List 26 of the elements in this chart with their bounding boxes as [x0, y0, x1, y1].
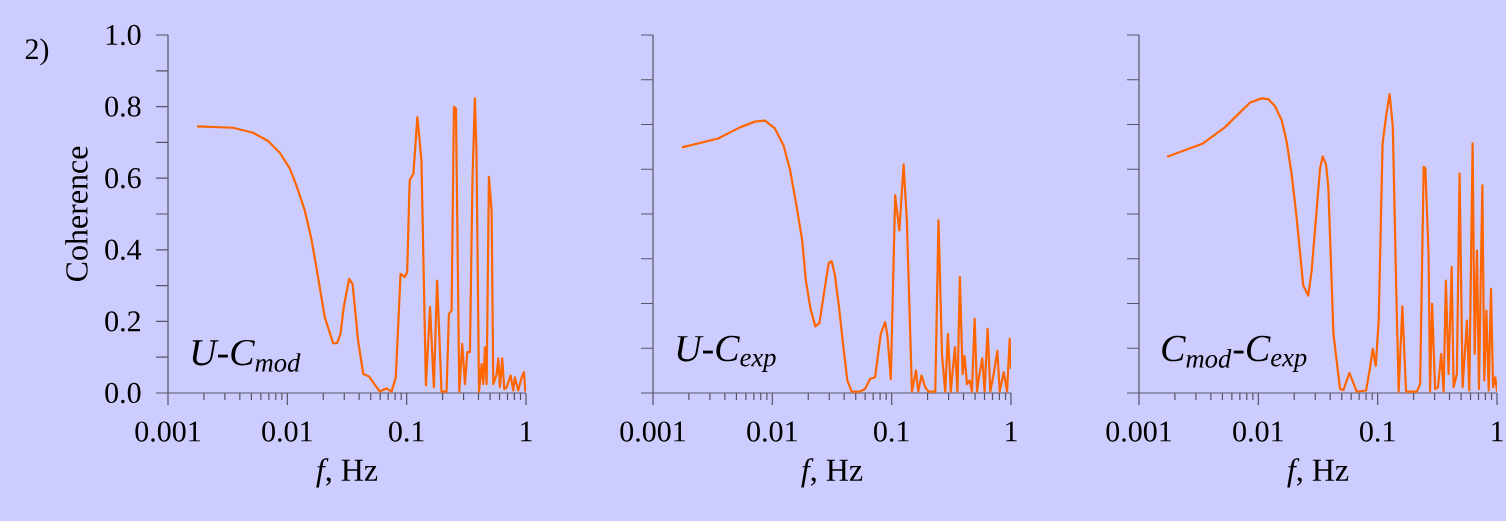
annotation: U-C$_{mod}$: [192, 339, 301, 372]
y-tick-label: 0.2: [105, 311, 140, 332]
x-tick-label: 0.1: [389, 421, 424, 442]
x-tick-label: 0.001: [620, 421, 685, 442]
x-tick-label: 0.001: [135, 421, 200, 442]
chart-title: 2): [25, 38, 49, 66]
y-tick-label: 0.4: [105, 239, 142, 260]
y-tick-label: 0.8: [105, 96, 141, 117]
y-tick-label: 1.0: [106, 24, 141, 46]
annotation: U-C$_{exp}$: [677, 335, 776, 372]
y-axis-title: Coherence: [65, 146, 88, 282]
annotation: C$_{mod}$-C$_{exp}$: [1162, 335, 1307, 372]
x-tick-label: 0.1: [874, 421, 909, 442]
x-tick-label: 0.001: [1106, 421, 1171, 442]
x-tick-label: 1: [1492, 421, 1503, 442]
x-tick-label: 0.01: [1233, 421, 1283, 442]
x-tick-label: 1: [521, 421, 532, 442]
y-tick-label: 0.0: [105, 382, 141, 404]
x-axis-title: f, Hz: [801, 458, 863, 488]
x-axis-title: f, Hz: [1287, 458, 1349, 488]
x-tick-label: 0.1: [1360, 421, 1395, 442]
x-axis-title: f, Hz: [316, 458, 378, 488]
y-tick-label: 0.6: [105, 168, 141, 189]
x-tick-label: 1: [1006, 421, 1017, 442]
x-tick-label: 0.01: [262, 421, 312, 442]
x-tick-label: 0.01: [747, 421, 797, 442]
